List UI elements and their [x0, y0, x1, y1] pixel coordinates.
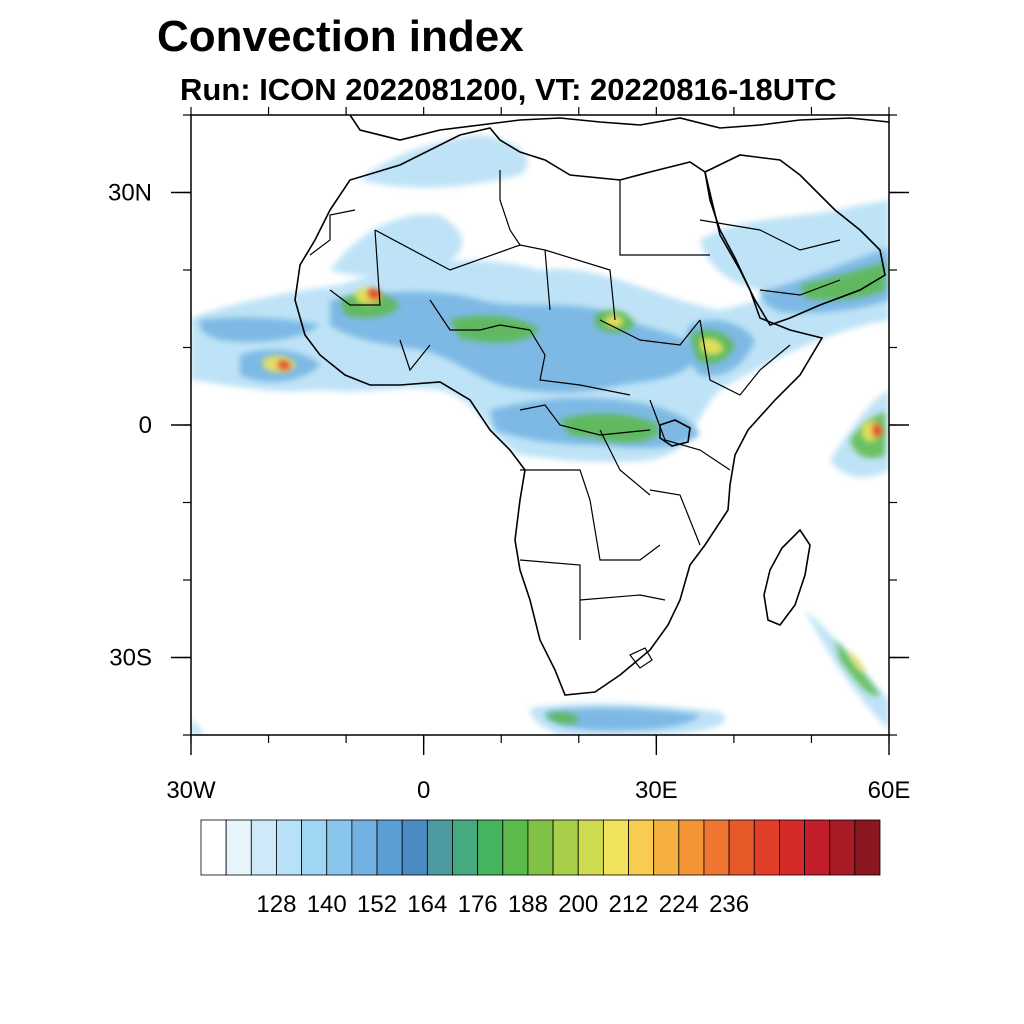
colorbar-swatch — [552, 819, 579, 876]
colorbar-label: 188 — [508, 891, 548, 918]
convection-field — [191, 135, 889, 735]
colorbar-swatch — [250, 819, 277, 876]
colorbar-swatch — [602, 819, 629, 876]
colorbar-swatch — [225, 819, 252, 876]
colorbar-label: 200 — [558, 891, 598, 918]
colorbar-swatch — [477, 819, 504, 876]
colorbar-swatch — [276, 819, 302, 876]
lake-victoria — [659, 419, 691, 447]
africa-coastline — [294, 127, 824, 696]
madagascar-coastline — [763, 528, 811, 626]
colorbar-label: 164 — [407, 891, 447, 918]
colorbar-swatch — [502, 819, 529, 876]
colorbar-label: 140 — [307, 891, 347, 918]
colorbar-swatch — [678, 819, 705, 876]
colorbar-label: 212 — [608, 891, 648, 918]
colorbar-swatch — [401, 819, 428, 876]
y-tick-label: 30S — [109, 645, 152, 672]
y-tick-label: 0 — [139, 412, 152, 439]
field-red — [278, 288, 883, 437]
colorbar-label: 152 — [357, 891, 397, 918]
colorbar-swatch — [376, 819, 403, 876]
chart-subtitle: Run: ICON 2022081200, VT: 20220816-18UTC — [180, 72, 837, 107]
colorbar-swatch — [301, 819, 328, 876]
colorbar-swatch — [426, 819, 453, 876]
colorbar-label: 224 — [659, 891, 699, 918]
colorbar-swatch — [829, 819, 856, 876]
colorbar-swatch — [452, 819, 479, 876]
x-tick-label: 30W — [166, 777, 216, 804]
colorbar-swatch — [854, 819, 881, 876]
coastlines — [294, 115, 889, 696]
x-tick-label: 30E — [635, 777, 678, 804]
colorbar-swatch — [326, 819, 353, 876]
colorbar: 128 140 152 164 176 188 200 212 224 236 — [200, 819, 881, 918]
europe-coastline — [349, 115, 889, 141]
colorbar-swatch — [753, 819, 780, 876]
colorbar-label: 236 — [709, 891, 749, 918]
colorbar-swatch — [779, 819, 805, 876]
colorbar-swatch — [527, 819, 554, 876]
colorbar-swatch — [804, 819, 831, 876]
x-tick-label: 60E — [868, 777, 911, 804]
colorbar-swatch — [577, 819, 604, 876]
colorbar-swatch — [200, 819, 227, 876]
axes: 30W 0 30E 60E 30N 0 30S — [108, 107, 910, 804]
chart-title: Convection index — [157, 12, 524, 61]
colorbar-swatch — [728, 819, 755, 876]
colorbar-label: 128 — [256, 891, 296, 918]
colorbar-swatch — [653, 819, 680, 876]
y-tick-label: 30N — [108, 180, 152, 207]
colorbar-swatch — [351, 819, 378, 876]
colorbar-swatch — [703, 819, 730, 876]
colorbar-label: 176 — [458, 891, 498, 918]
x-tick-label: 0 — [417, 777, 430, 804]
country-borders — [309, 170, 841, 669]
colorbar-swatch — [628, 819, 655, 876]
arabia-coastline — [704, 154, 886, 326]
